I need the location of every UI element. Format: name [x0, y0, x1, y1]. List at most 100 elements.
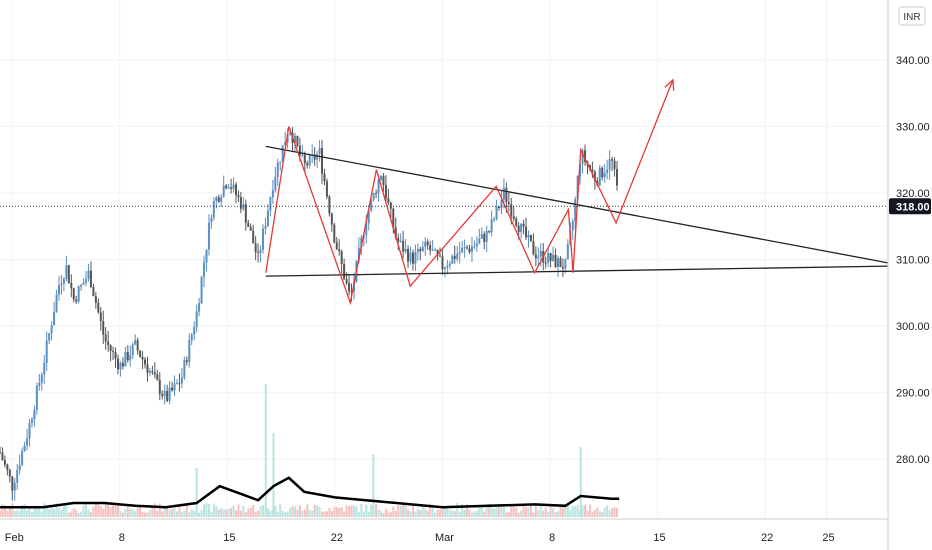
- volume-bar: [97, 503, 100, 517]
- candle-body: [148, 371, 151, 373]
- volume-bar: [352, 505, 355, 517]
- time-axis: Feb 8 15 22 Mar 8 15 22 25: [5, 532, 835, 544]
- volume-bar: [436, 509, 439, 517]
- volume-bar: [281, 511, 284, 517]
- time-tick-label: 8: [549, 532, 555, 544]
- volume-bar: [478, 506, 481, 517]
- volume-bar: [483, 511, 486, 517]
- candle-body: [193, 327, 196, 335]
- volume-bar: [456, 503, 459, 517]
- candle-body: [552, 254, 555, 261]
- volume-bar: [598, 511, 601, 517]
- volume-bar: [463, 509, 466, 517]
- candle-body: [158, 379, 161, 394]
- volume-spike: [195, 468, 198, 517]
- volume-bar: [527, 507, 530, 517]
- candle-body: [382, 176, 385, 186]
- volume-bar: [451, 510, 454, 517]
- price-axis: 340.00 330.00 320.00 310.00 300.00 290.00 280.…: [896, 55, 930, 466]
- volume-bar: [345, 505, 348, 517]
- volume-bar: [507, 512, 510, 517]
- candle-body: [203, 262, 206, 277]
- candle-body: [370, 199, 373, 211]
- volume-bar: [571, 505, 574, 517]
- currency-label: INR: [903, 12, 920, 23]
- volume-bar: [254, 511, 257, 517]
- volume-bar: [104, 503, 107, 517]
- volume-bar: [517, 512, 520, 517]
- candle-body: [48, 333, 51, 341]
- volume-bar: [510, 506, 513, 517]
- volume-bar: [53, 509, 56, 517]
- candle-body: [230, 187, 233, 189]
- volume-bar: [493, 508, 496, 517]
- volume-bar: [57, 508, 60, 517]
- candle-body: [402, 240, 405, 252]
- volume-bar: [488, 503, 491, 517]
- volume-bar: [293, 506, 296, 517]
- volume-bar: [230, 507, 233, 517]
- candle-body: [281, 145, 284, 162]
- time-tick-label: 8: [119, 532, 125, 544]
- candle-body: [97, 302, 100, 313]
- volume-bar: [402, 503, 405, 517]
- volume-bar: [210, 512, 213, 517]
- currency-button[interactable]: INR: [898, 6, 926, 26]
- volume-bar: [193, 510, 196, 517]
- volume-bar: [453, 511, 456, 517]
- candle-body: [55, 294, 58, 312]
- volume-bar: [429, 503, 432, 517]
- volume-bar: [124, 508, 127, 517]
- candle-body: [338, 249, 341, 252]
- candle-body: [584, 150, 587, 162]
- volume-bar: [0, 510, 1, 517]
- candle-body: [466, 247, 469, 249]
- volume-bar: [392, 506, 395, 517]
- volume-bar: [212, 503, 215, 517]
- volume-bar: [581, 505, 584, 517]
- volume-bar: [416, 508, 419, 517]
- volume-bar: [505, 512, 508, 517]
- volume-bar: [298, 505, 301, 517]
- volume-bar: [303, 509, 306, 517]
- candle-body: [468, 248, 471, 252]
- candle-body: [136, 340, 139, 351]
- volume-bar: [116, 503, 119, 517]
- candle-body: [380, 176, 383, 180]
- candle-body: [416, 248, 419, 253]
- volume-bar: [80, 511, 83, 517]
- volume-bar: [225, 509, 228, 517]
- candle-body: [411, 252, 414, 264]
- candle-body: [316, 154, 319, 160]
- volume-bar: [269, 510, 272, 517]
- candle-body: [210, 217, 213, 223]
- volume-bar: [38, 508, 41, 517]
- volume-bar: [382, 512, 385, 517]
- candle-body: [478, 238, 481, 244]
- volume-bar: [485, 504, 488, 517]
- candle-body: [293, 135, 296, 143]
- candle-body: [16, 469, 19, 483]
- candle-body: [377, 179, 380, 194]
- candle-body: [217, 197, 220, 202]
- volume-bar: [188, 512, 191, 517]
- volume-bar: [89, 512, 92, 517]
- candle-body: [188, 340, 191, 362]
- candle-body: [1, 452, 4, 460]
- volume-bar: [414, 511, 417, 517]
- volume-bar: [126, 505, 129, 517]
- candle-body: [234, 184, 237, 196]
- candle-body: [104, 334, 107, 342]
- volume-bar: [11, 503, 14, 517]
- volume-bar: [475, 510, 478, 517]
- candle-body: [365, 223, 368, 236]
- candle-body: [448, 263, 451, 266]
- candle-body: [40, 374, 43, 383]
- candle-body: [264, 226, 267, 229]
- candle-body: [522, 223, 525, 227]
- volume-bar: [355, 506, 358, 517]
- candle-body: [488, 231, 491, 233]
- time-tick-label: 22: [761, 532, 773, 544]
- candle-body: [571, 221, 574, 231]
